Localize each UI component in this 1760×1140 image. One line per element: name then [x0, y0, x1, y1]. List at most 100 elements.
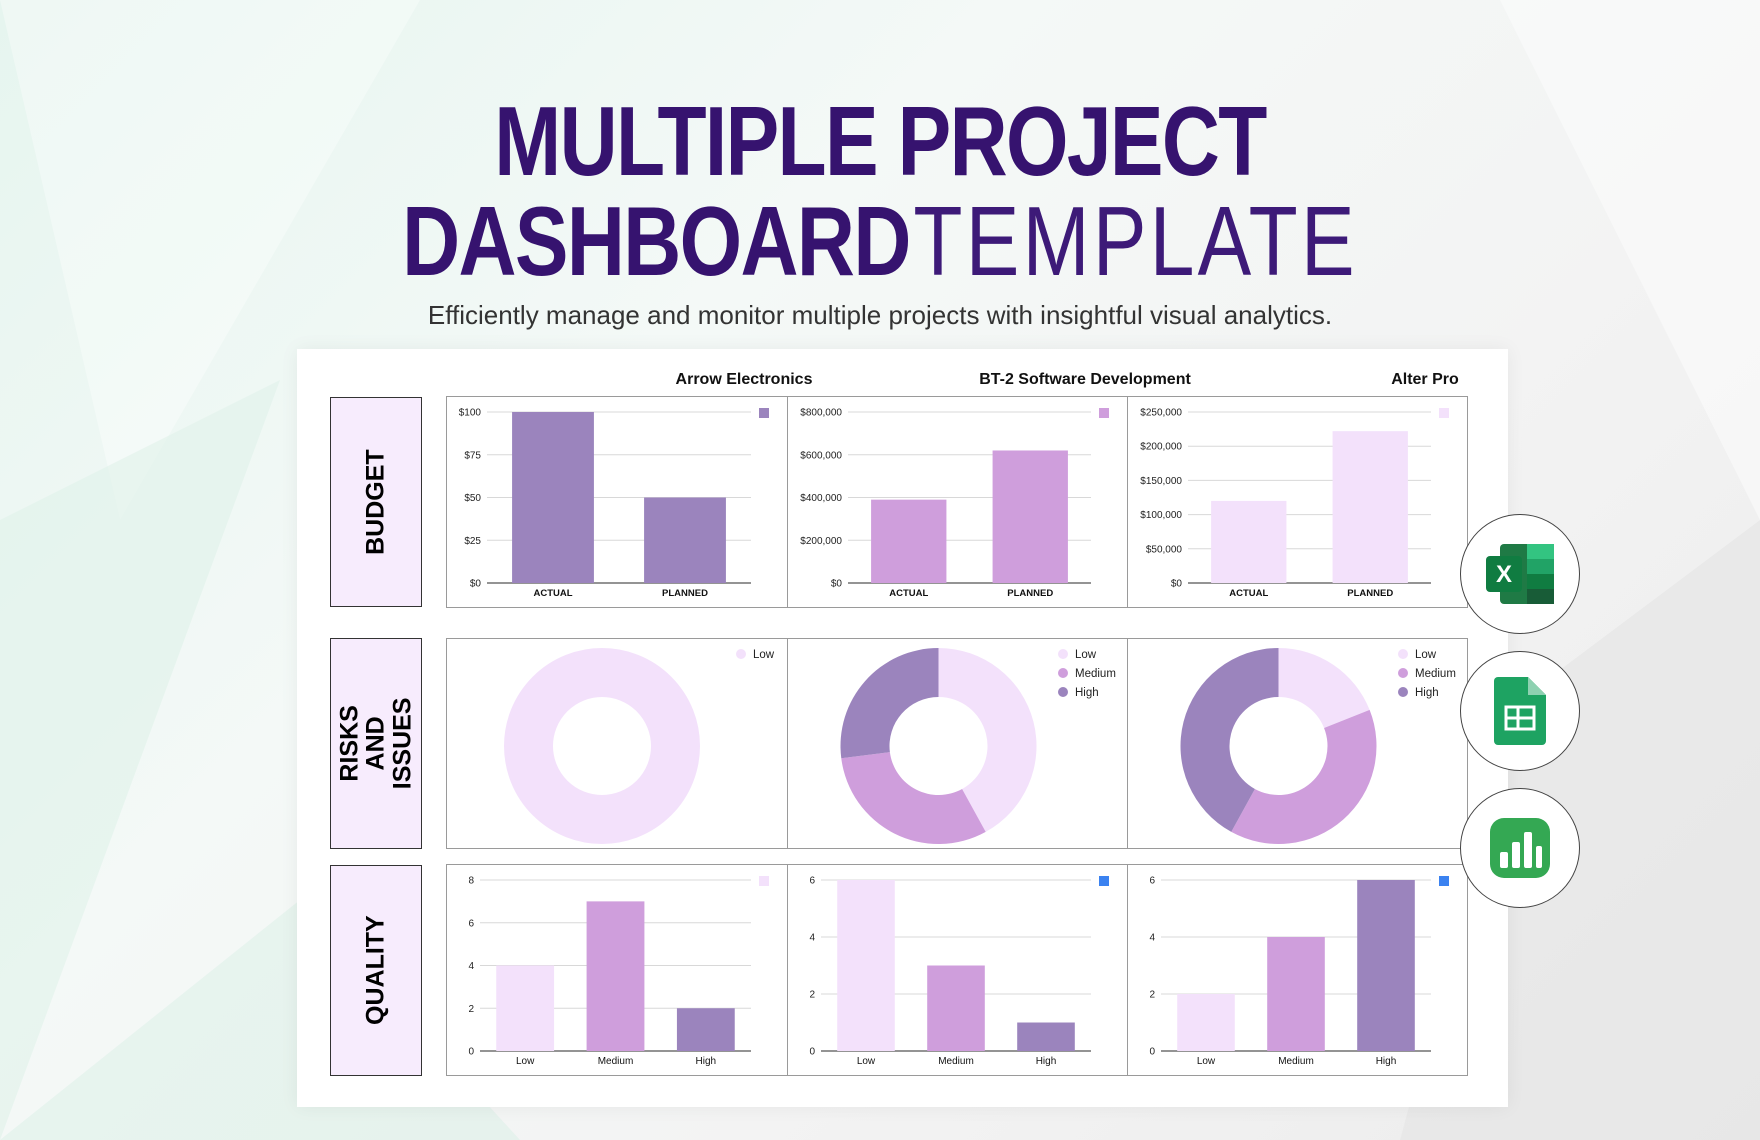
legend-swatch [759, 408, 769, 418]
chart-panel-risks-2: Low Medium High [1127, 638, 1468, 849]
y-tick-label: $0 [831, 579, 843, 590]
bar-medium [1267, 937, 1325, 1051]
row-label-risks-text: RISKS AND ISSUES [335, 697, 417, 790]
hero-title-line2: DASHBOARD TEMPLATE [158, 192, 1601, 290]
chart-panel-budget-2: $0 $50,000 $100,000 $150,000 $200,000 $250,00… [1127, 396, 1468, 608]
hero-title-bold: DASHBOARD [402, 186, 911, 296]
svg-text:X: X [1496, 561, 1512, 588]
y-tick-label: 0 [809, 1047, 815, 1058]
sheets-app-badge[interactable] [1460, 651, 1580, 771]
chart-panel-risks-1: Low Medium High [787, 638, 1128, 849]
legend-dot [1398, 687, 1408, 697]
bar-low [1177, 994, 1235, 1051]
y-tick-label: 6 [809, 876, 815, 887]
hero-title-thin: TEMPLATE [913, 186, 1358, 296]
y-tick-label: 2 [809, 990, 815, 1001]
bar-high [676, 1008, 735, 1051]
legend-label: Low [1415, 649, 1437, 661]
bar-medium [927, 965, 985, 1051]
y-tick-label: $800,000 [800, 408, 842, 419]
legend-dot [1398, 649, 1408, 659]
row-label-budget-text: BUDGET [361, 449, 390, 555]
y-tick-label: $100 [459, 408, 482, 419]
x-tick-label: PLANNED [1347, 588, 1393, 599]
chart-panel-budget-1: $0 $200,000 $400,000 $600,000 $800,000 ACTUAL… [787, 396, 1128, 608]
x-tick-label: Medium [1278, 1056, 1314, 1067]
legend-swatch [1099, 408, 1109, 418]
bar-medium [586, 901, 645, 1051]
y-tick-label: $600,000 [800, 450, 842, 461]
legend-label: High [1415, 687, 1439, 699]
y-tick-label: $0 [1171, 579, 1183, 590]
x-tick-label: Medium [598, 1056, 634, 1067]
x-tick-label: ACTUAL [1229, 588, 1268, 599]
y-tick-label: 6 [1149, 876, 1155, 887]
y-tick-label: $50 [464, 493, 481, 504]
y-tick-label: 6 [468, 918, 474, 929]
donut-slice-low [504, 648, 700, 844]
y-tick-label: $25 [464, 536, 481, 547]
chart-panel-quality-1: 0 2 4 6 Low Medium High [787, 864, 1128, 1076]
legend-swatch [759, 876, 769, 886]
project-title-2: Alter Pro [1391, 371, 1459, 388]
bar-low [496, 965, 555, 1051]
legend-label: Low [753, 649, 775, 661]
y-tick-label: $75 [464, 450, 481, 461]
chart-panel-quality-2: 0 2 4 6 Low Medium High [1127, 864, 1468, 1076]
row-label-quality-text: QUALITY [361, 915, 390, 1026]
legend-dot [1058, 687, 1068, 697]
y-tick-label: $200,000 [800, 536, 842, 547]
legend-label: Low [1075, 649, 1097, 661]
x-tick-label: ACTUAL [889, 588, 928, 599]
x-tick-label: PLANNED [1007, 588, 1053, 599]
bar-planned [1332, 431, 1408, 583]
donut-slice-low [1278, 648, 1370, 728]
x-tick-label: High [1036, 1056, 1057, 1067]
y-tick-label: 4 [1149, 933, 1155, 944]
donut-slice-high [1180, 648, 1279, 832]
x-tick-label: High [696, 1056, 717, 1067]
x-tick-label: High [1376, 1056, 1397, 1067]
project-title-0: Arrow Electronics [675, 371, 813, 388]
numbers-app-badge[interactable] [1460, 788, 1580, 908]
bar-actual [512, 412, 594, 583]
legend-swatch [1439, 408, 1449, 418]
donut-slice-high [840, 648, 939, 759]
y-tick-label: 4 [809, 933, 815, 944]
legend-swatch [1439, 876, 1449, 886]
numbers-icon [1490, 818, 1550, 878]
hero-subtitle: Efficiently manage and monitor multiple … [427, 300, 1333, 330]
x-tick-label: ACTUAL [533, 588, 572, 599]
hero-title-line1: MULTIPLE PROJECT [494, 86, 1267, 196]
y-tick-label: $200,000 [1140, 442, 1182, 453]
chart-panel-quality-0: 0 2 4 6 8 Low Medium High [446, 864, 788, 1076]
legend-dot [736, 649, 746, 659]
legend-swatch [1099, 876, 1109, 886]
bar-planned [992, 450, 1068, 583]
y-tick-label: 0 [468, 1047, 474, 1058]
y-tick-label: 2 [468, 1004, 474, 1015]
x-tick-label: Low [857, 1056, 876, 1067]
x-tick-label: Low [1197, 1056, 1216, 1067]
legend-label: High [1075, 687, 1099, 699]
x-tick-label: PLANNED [662, 588, 708, 599]
dashboard-sheet: Arrow Electronics BT-2 Software Developm… [297, 349, 1508, 1107]
excel-app-badge[interactable]: X [1460, 514, 1580, 634]
row-label-risks: RISKS AND ISSUES [330, 638, 422, 849]
y-tick-label: 2 [1149, 990, 1155, 1001]
bar-high [1017, 1022, 1075, 1051]
y-tick-label: $150,000 [1140, 476, 1182, 487]
project-title-1: BT-2 Software Development [979, 371, 1191, 388]
y-tick-label: $0 [470, 579, 482, 590]
y-tick-label: $250,000 [1140, 408, 1182, 419]
excel-icon: X [1486, 544, 1554, 604]
bar-planned [644, 497, 726, 583]
bar-actual [1211, 500, 1287, 583]
bar-actual [871, 499, 947, 583]
donut-slice-medium [1231, 709, 1377, 844]
legend-label: Medium [1075, 668, 1116, 680]
bar-low [837, 880, 895, 1051]
y-tick-label: $400,000 [800, 493, 842, 504]
donut-slice-medium [841, 752, 986, 844]
y-tick-label: 4 [468, 961, 474, 972]
